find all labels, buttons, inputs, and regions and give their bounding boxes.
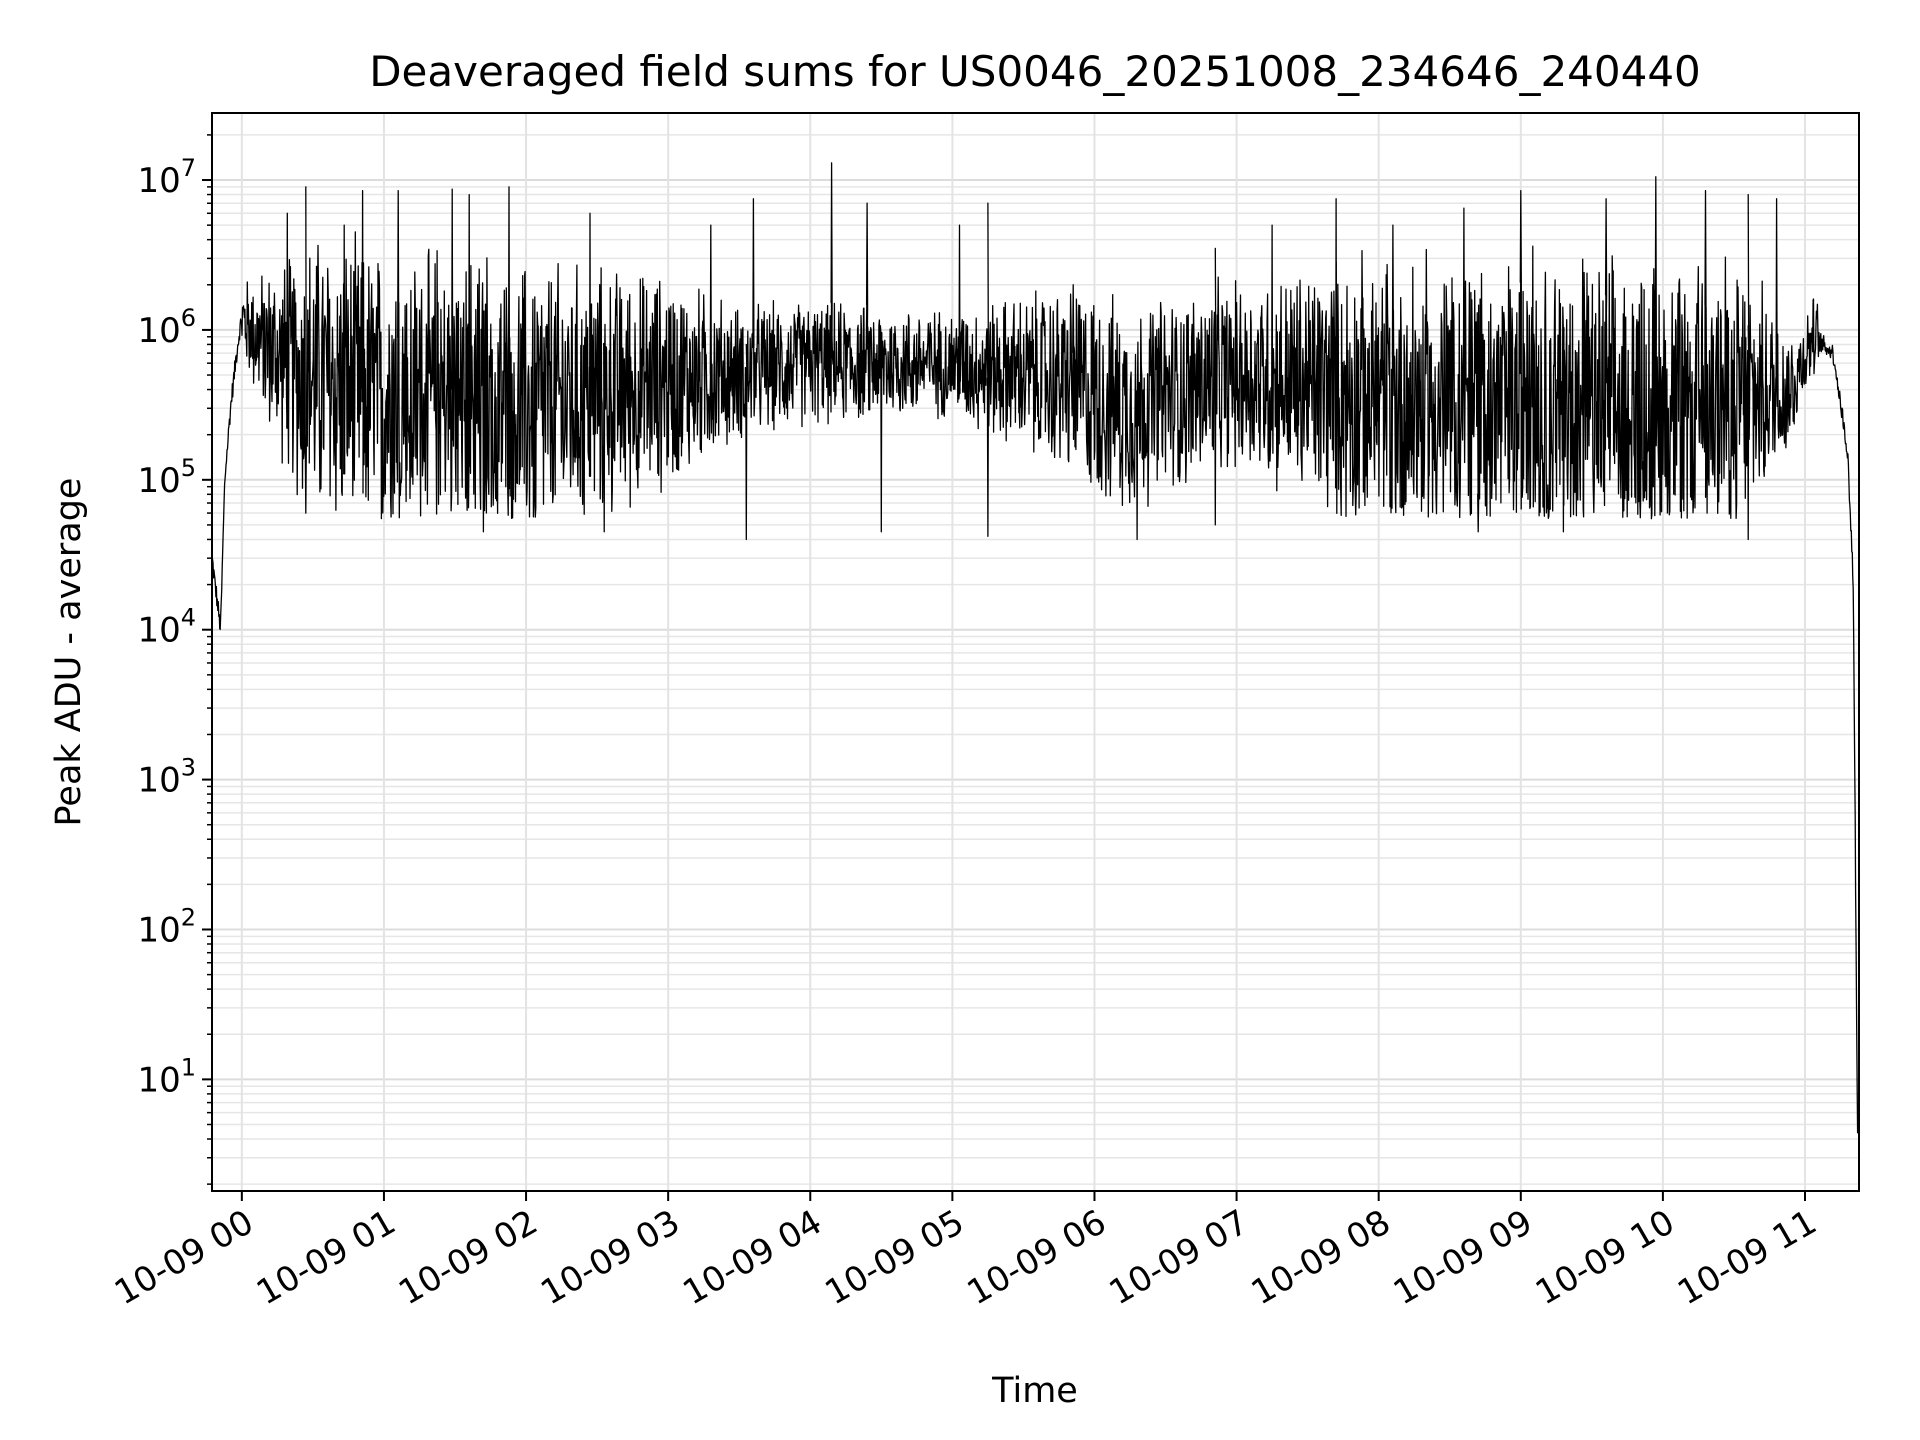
- x-axis-title: Time: [991, 1371, 1078, 1411]
- y-tick-label: 105: [137, 454, 196, 501]
- y-tick-label: 104: [137, 604, 196, 651]
- y-tick-label: 107: [137, 154, 196, 201]
- y-tick-label: 101: [137, 1053, 196, 1100]
- y-axis-title: Peak ADU - average: [49, 478, 89, 827]
- grid-layer: [212, 113, 1859, 1191]
- chart-title: Deaveraged field sums for US0046_2025100…: [369, 47, 1701, 96]
- y-tick-label: 102: [137, 903, 196, 950]
- y-tick-label: 106: [137, 304, 196, 351]
- plot-frame: [211, 112, 1860, 1192]
- y-tick-label: 103: [137, 754, 196, 801]
- series-line: [211, 162, 1859, 1134]
- series-layer: [211, 162, 1859, 1134]
